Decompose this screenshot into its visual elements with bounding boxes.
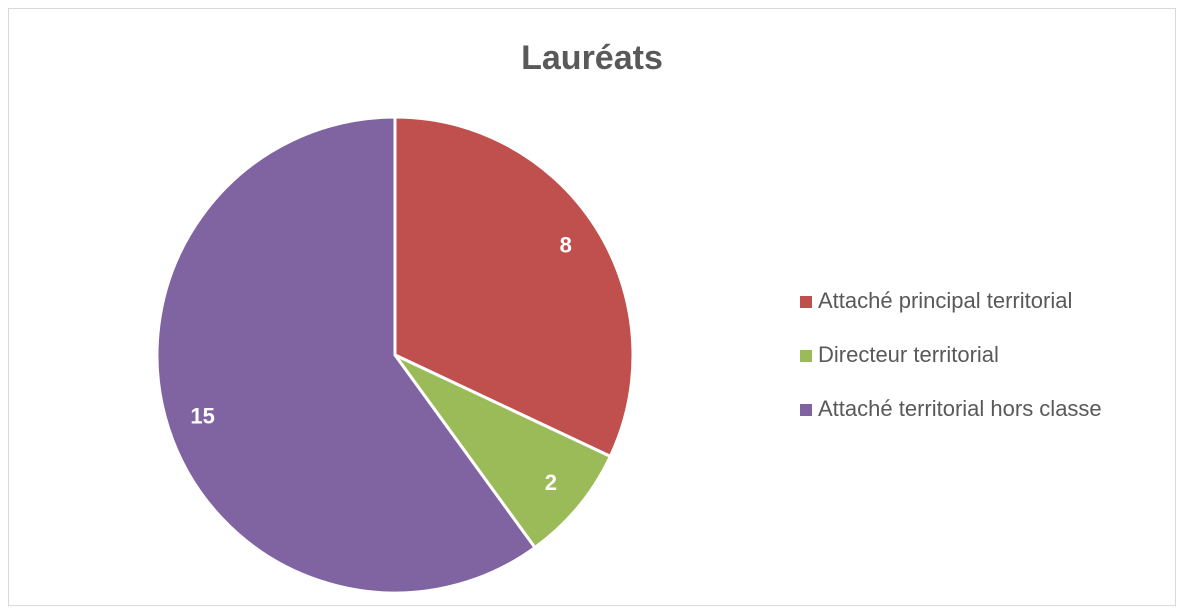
legend-label: Directeur territorial bbox=[818, 342, 999, 367]
data-label: 15 bbox=[190, 403, 214, 428]
legend-swatch bbox=[800, 296, 812, 308]
data-label: 2 bbox=[545, 470, 557, 495]
legend-swatch bbox=[800, 404, 812, 416]
pie-slice bbox=[393, 115, 635, 459]
data-label: 8 bbox=[560, 232, 572, 257]
legend-swatch bbox=[800, 350, 812, 362]
pie-slice bbox=[393, 353, 613, 550]
legend-label: Attaché territorial hors classe bbox=[818, 396, 1102, 421]
chart-title: Lauréats bbox=[521, 39, 663, 77]
legend-label: Attaché principal territorial bbox=[818, 288, 1072, 313]
pie-slice bbox=[155, 115, 537, 595]
